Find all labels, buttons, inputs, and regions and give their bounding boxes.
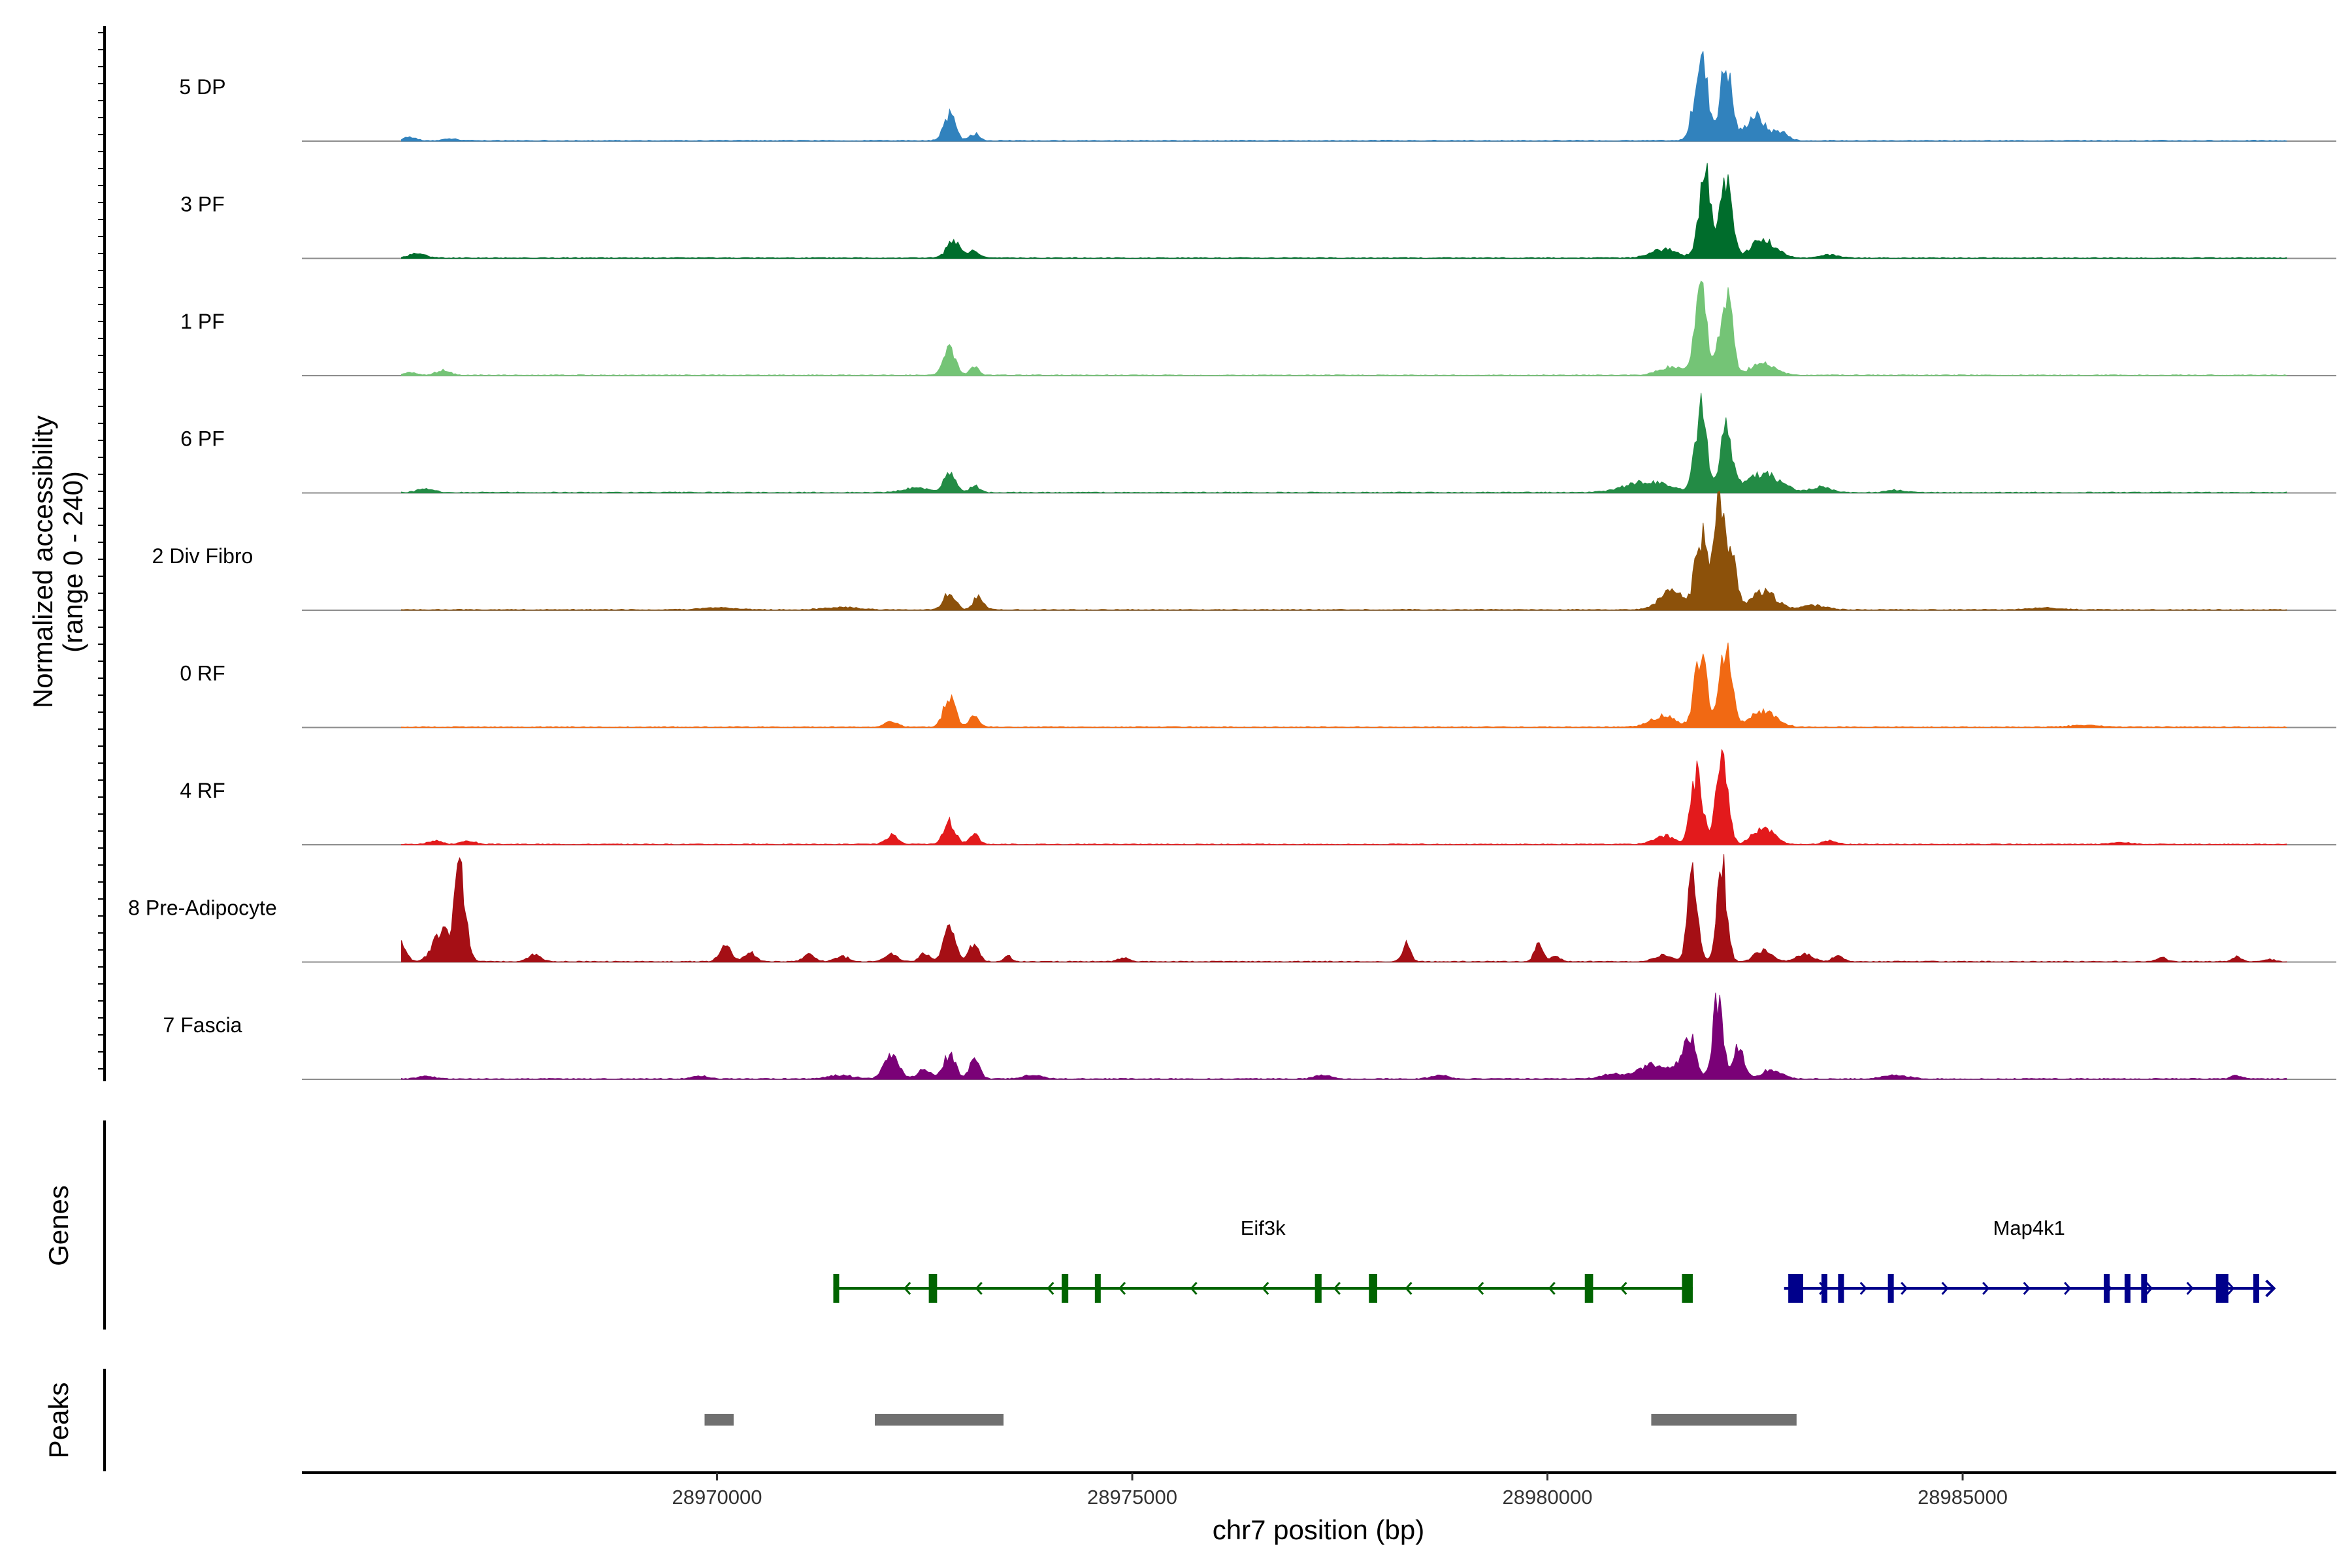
strand-arrow <box>2265 1279 2276 1298</box>
strand-arrow <box>1901 1282 1908 1295</box>
coverage-area <box>401 491 2287 611</box>
exon <box>1584 1274 1593 1303</box>
y-axis-label-line1: Normalized accessibility <box>27 416 58 708</box>
track-label: 1 PF <box>180 310 225 333</box>
coverage-tracks: 5 DP 3 PF 1 PF 6 PF 2 Div Fibro 0 RF 4 RF 8 Pre… <box>128 51 2336 1080</box>
strand-arrow <box>1859 1282 1867 1295</box>
track-label: 4 RF <box>180 779 225 802</box>
exon <box>1887 1274 1894 1303</box>
exon <box>1838 1274 1844 1303</box>
gene-name-label: Map4k1 <box>1993 1217 2065 1239</box>
strand-arrow <box>1620 1282 1627 1295</box>
exon <box>2124 1274 2131 1303</box>
strand-arrow <box>1941 1282 1949 1295</box>
peaks-panel-label: Peaks <box>43 1382 74 1459</box>
track-5-dp: 5 DP <box>179 51 2336 142</box>
track-0-rf: 0 RF <box>180 642 2336 728</box>
exon <box>1315 1274 1322 1303</box>
gene-name-label: Eif3k <box>1241 1217 1286 1239</box>
x-axis-ticks: 28970000 28975000 28980000 28985000 <box>672 1473 2008 1509</box>
track-label: 0 RF <box>180 662 225 685</box>
track-label: 6 PF <box>180 427 225 451</box>
exon <box>2215 1274 2229 1303</box>
x-tick-label: 28975000 <box>1087 1486 1177 1509</box>
track-label: 5 DP <box>179 75 225 99</box>
strand-arrow <box>2186 1282 2194 1295</box>
x-tick-label: 28985000 <box>1918 1486 2008 1509</box>
strand-arrow <box>1190 1282 1198 1295</box>
strand-arrow <box>1982 1282 1990 1295</box>
x-axis-label: chr7 position (bp) <box>1213 1514 1425 1545</box>
exon <box>1682 1274 1693 1303</box>
strand-arrow <box>1118 1282 1126 1295</box>
strand-arrow <box>1548 1282 1556 1295</box>
track-4-rf: 4 RF <box>180 749 2336 845</box>
track-8-pre-adipocyte: 8 Pre-Adipocyte <box>128 854 2336 963</box>
coverage-area <box>401 163 2287 259</box>
strand-arrow <box>2023 1282 2031 1295</box>
track-label: 8 Pre-Adipocyte <box>128 896 277 920</box>
track-6-pf: 6 PF <box>180 393 2336 494</box>
strand-arrow <box>975 1282 983 1295</box>
strand-arrow <box>2064 1282 2072 1295</box>
strand-arrow <box>1477 1282 1484 1295</box>
x-tick-label: 28970000 <box>672 1486 762 1509</box>
coverage-area <box>401 642 2287 728</box>
peak-region <box>875 1414 1004 1426</box>
track-label: 3 PF <box>180 193 225 216</box>
track-label: 2 Div Fibro <box>152 544 253 568</box>
track-1-pf: 1 PF <box>180 280 2336 376</box>
strand-arrow <box>1405 1282 1413 1295</box>
exon <box>1094 1274 1101 1303</box>
track-7-fascia: 7 Fascia <box>163 992 2336 1080</box>
x-tick-label: 28980000 <box>1503 1486 1593 1509</box>
coverage-area <box>401 854 2287 963</box>
exon <box>928 1274 938 1303</box>
track-3-pf: 3 PF <box>180 163 2336 259</box>
coverage-area <box>401 393 2287 494</box>
genes-panel-label: Genes <box>43 1185 74 1266</box>
gene-eif3k: Eif3k <box>833 1217 1693 1303</box>
y-axis-label-line2: (range 0 - 240) <box>57 471 88 653</box>
strand-arrow <box>2146 1282 2153 1295</box>
gene-map4k1: Map4k1 <box>1784 1217 2276 1303</box>
exon <box>1061 1274 1069 1303</box>
exon <box>2253 1274 2259 1303</box>
coverage-area <box>401 51 2287 142</box>
track-label: 7 Fascia <box>163 1013 242 1037</box>
exon <box>833 1274 840 1303</box>
peaks-track <box>704 1414 1797 1426</box>
exon <box>2104 1274 2110 1303</box>
peak-region <box>704 1414 734 1426</box>
strand-arrow <box>904 1282 911 1295</box>
strand-arrow <box>1333 1282 1341 1295</box>
strand-arrow <box>1047 1282 1054 1295</box>
strand-arrow <box>2227 1282 2235 1295</box>
coverage-area <box>401 280 2287 376</box>
gene-annotation-track: Eif3k Map4k1 <box>833 1217 2276 1303</box>
strand-arrow <box>1262 1282 1269 1295</box>
track-2-div-fibro: 2 Div Fibro <box>152 491 2336 611</box>
exon <box>1821 1274 1827 1303</box>
coverage-area <box>401 749 2287 845</box>
exon <box>2141 1274 2148 1303</box>
coverage-area <box>401 992 2287 1080</box>
exon <box>1369 1274 1377 1303</box>
coverage-y-minor-ticks <box>98 32 105 1070</box>
peak-region <box>1651 1414 1797 1426</box>
exon <box>1788 1274 1804 1303</box>
